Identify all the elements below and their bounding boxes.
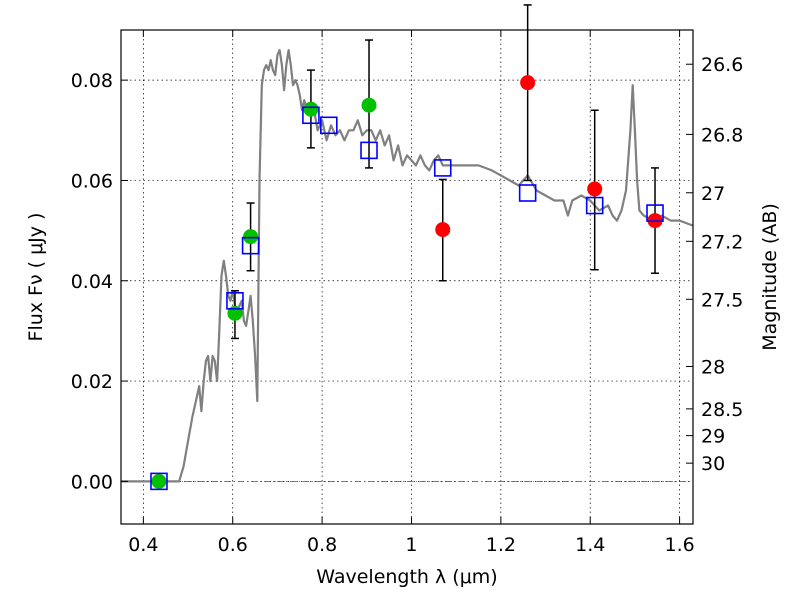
model-spectrum-line bbox=[121, 48, 694, 483]
plot-background bbox=[121, 30, 693, 524]
x-tick-label: 1.4 bbox=[575, 534, 605, 556]
red-point bbox=[435, 222, 451, 238]
red-point bbox=[520, 75, 536, 91]
y-axis-right-label: Magnitude (AB) bbox=[759, 203, 781, 351]
model-flux-box bbox=[646, 204, 664, 222]
model-flux-box bbox=[302, 106, 320, 125]
y-tick-label: 0.08 bbox=[71, 70, 113, 92]
model-flux-box bbox=[585, 196, 604, 215]
x-tick-label: 1.6 bbox=[664, 534, 694, 556]
right-tick-label: 27.5 bbox=[701, 289, 743, 311]
model-flux-box bbox=[518, 184, 537, 202]
right-tick-label: 26.8 bbox=[701, 124, 743, 146]
model-flux-box bbox=[226, 292, 244, 310]
y-axis-right: 26.6 26.8 27 27.2 27.5 28 28.5 29 30 bbox=[686, 54, 743, 475]
model-flux-box bbox=[241, 236, 260, 255]
y-axis-left-label: Flux Fν ( μJy ) bbox=[25, 213, 47, 342]
y-tick-label: 0.00 bbox=[71, 471, 113, 493]
x-tick-label: 0.8 bbox=[307, 534, 337, 556]
x-tick-label: 1 bbox=[405, 534, 417, 556]
right-tick-label: 27.2 bbox=[701, 231, 743, 253]
green-point bbox=[243, 229, 259, 245]
right-tick-label: 28.5 bbox=[701, 399, 743, 421]
y-tick-label: 0.02 bbox=[71, 371, 113, 393]
right-tick-label: 26.6 bbox=[701, 54, 743, 76]
y-axis-left: 0.00 0.02 0.04 0.06 0.08 bbox=[71, 70, 128, 493]
right-tick-label: 27 bbox=[701, 183, 725, 205]
green-point bbox=[361, 97, 377, 113]
model-flux-box bbox=[150, 472, 168, 491]
x-tick-label: 0.4 bbox=[128, 534, 158, 556]
x-tick-label: 1.2 bbox=[486, 534, 516, 556]
right-tick-label: 28 bbox=[701, 356, 725, 378]
red-point bbox=[587, 181, 603, 197]
x-tick-label: 0.6 bbox=[218, 534, 248, 556]
x-axis-label: Wavelength λ (μm) bbox=[316, 566, 497, 588]
y-tick-label: 0.04 bbox=[71, 271, 113, 293]
plot-content bbox=[121, 4, 694, 491]
x-axis: 0.4 0.6 0.8 1 1.2 1.4 1.6 bbox=[128, 30, 695, 556]
model-flux-box bbox=[319, 116, 338, 135]
green-point bbox=[151, 473, 167, 489]
plot-frame bbox=[120, 29, 694, 525]
green-point bbox=[303, 101, 319, 117]
right-tick-label: 30 bbox=[701, 453, 725, 475]
model-flux-box bbox=[433, 159, 452, 177]
right-tick-label: 29 bbox=[701, 426, 725, 448]
model-flux-box bbox=[360, 141, 378, 160]
y-tick-label: 0.06 bbox=[71, 170, 113, 192]
